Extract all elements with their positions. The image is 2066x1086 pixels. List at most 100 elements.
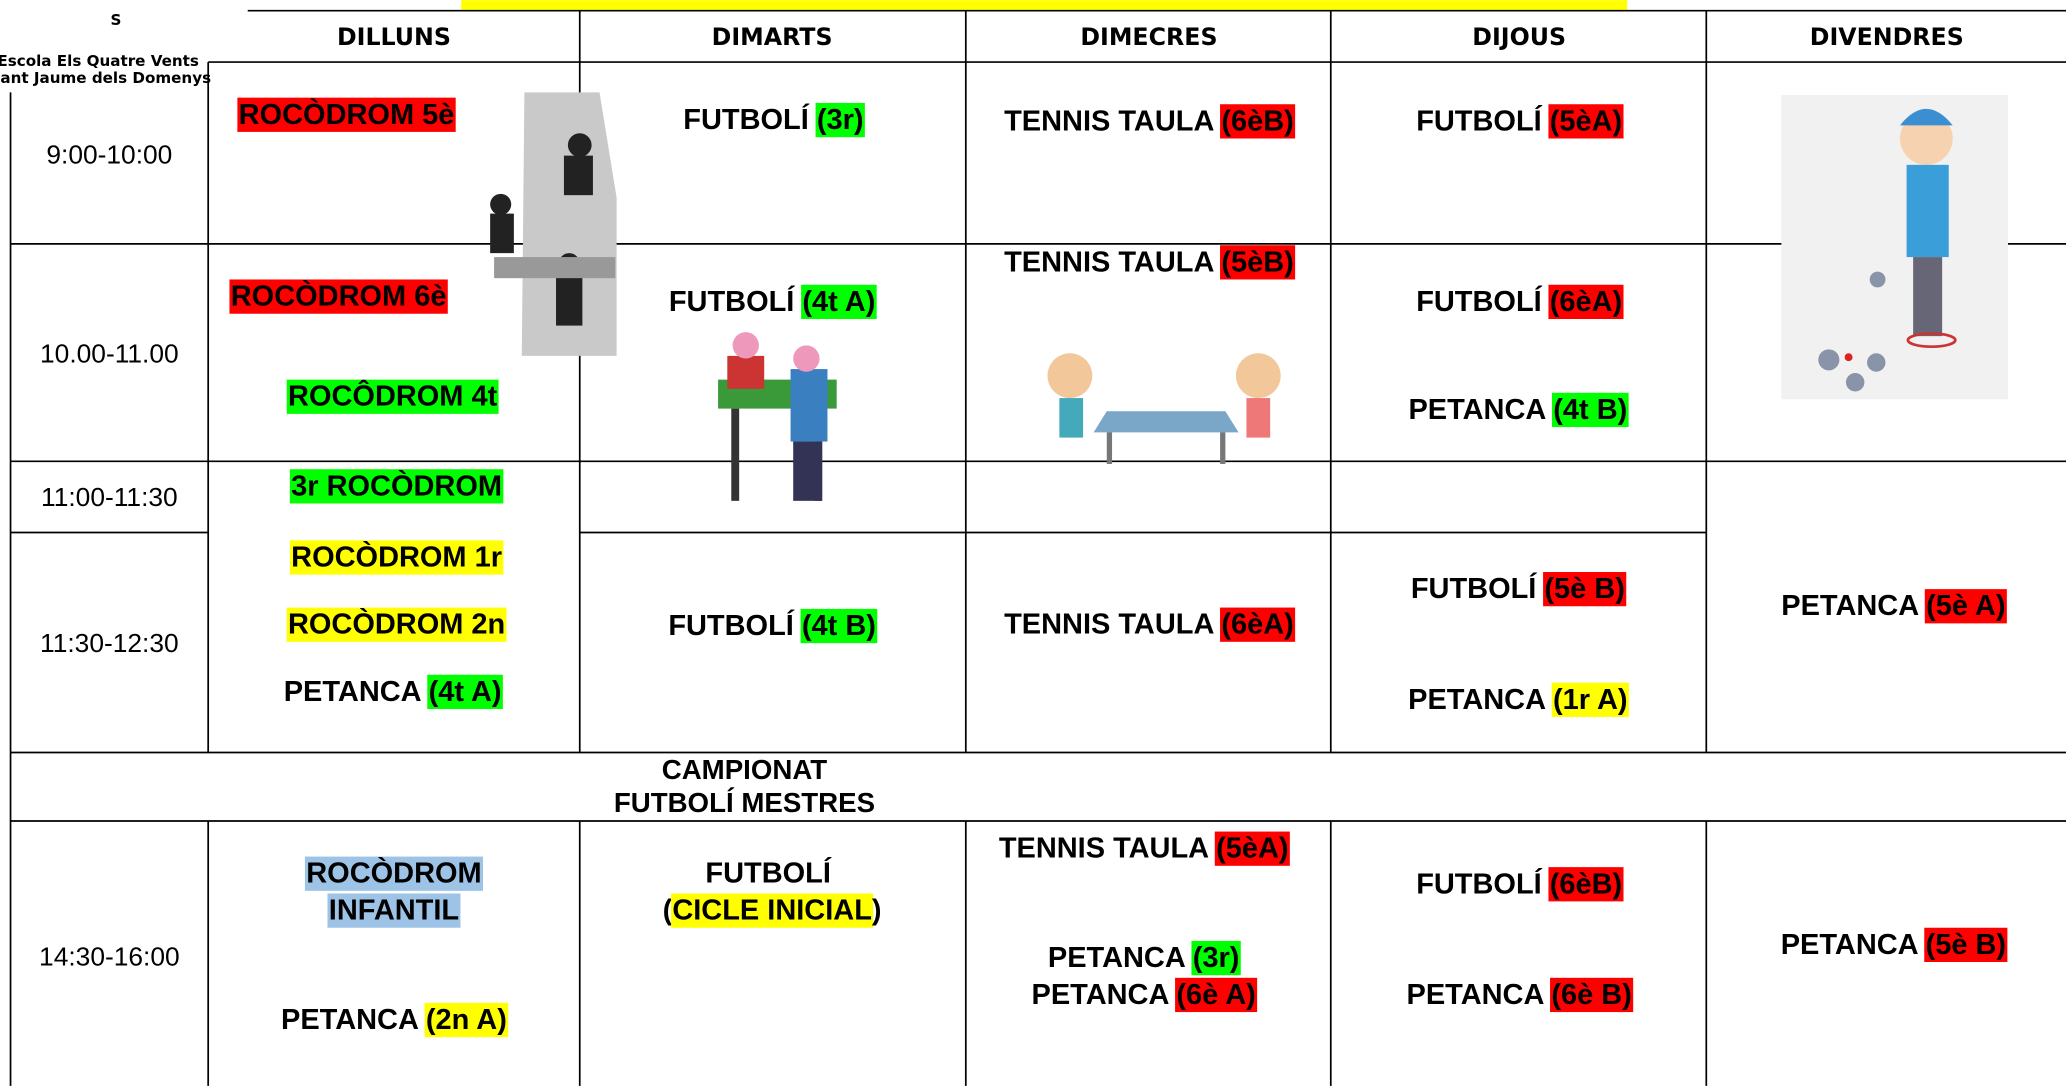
activity-text: FUTBOLÍ bbox=[1411, 571, 1545, 605]
highlight bbox=[801, 284, 877, 320]
foosball-image bbox=[718, 332, 837, 501]
time-slot: 11:30-12:30 bbox=[40, 628, 179, 658]
activity-text: (4t B) bbox=[802, 610, 876, 642]
activity: TENNIS TAULA (6èB) bbox=[1004, 104, 1296, 139]
title-bar bbox=[461, 0, 1628, 11]
highlight bbox=[424, 1002, 509, 1038]
activity: ROCÒDROM bbox=[304, 856, 483, 891]
activity: PETANCA (2n A) bbox=[281, 1002, 509, 1038]
highlight bbox=[1924, 589, 2007, 624]
activity: PETANCA (5è B) bbox=[1781, 927, 2008, 962]
table-tennis-image bbox=[1047, 353, 1281, 464]
activity-text: PETANCA bbox=[284, 676, 429, 708]
petanca-image bbox=[1781, 95, 2009, 400]
activity-text: PETANCA bbox=[1781, 929, 1926, 961]
activity: PETANCA (6è A) bbox=[1032, 977, 1258, 1013]
activity: PETANCA (4t A) bbox=[284, 674, 503, 710]
activity-text: 3r ROCÒDROM bbox=[291, 468, 502, 502]
activity-text: PETANCA bbox=[1048, 942, 1193, 974]
activity-text: (5èA) bbox=[1550, 105, 1622, 137]
day-header: DILLUNS bbox=[337, 23, 451, 51]
activity-text: (6èB) bbox=[1221, 105, 1293, 137]
highlight bbox=[1220, 607, 1296, 642]
activity: ROCÒDROM 6è bbox=[229, 279, 448, 314]
highlight bbox=[289, 540, 504, 575]
highlight bbox=[1543, 571, 1627, 607]
highlight bbox=[289, 469, 504, 504]
activity-text: (5èB) bbox=[1221, 246, 1293, 278]
highlight bbox=[1551, 392, 1629, 428]
highlight bbox=[286, 607, 507, 642]
activity: ROCÔDROM 4t bbox=[286, 379, 499, 414]
activity: FUTBOLÍ (5è B) bbox=[1411, 571, 1627, 607]
logo-letter: S bbox=[110, 11, 121, 29]
activity: PETANCA (6è B) bbox=[1407, 977, 1634, 1013]
highlight bbox=[304, 856, 483, 891]
activity-text: ( bbox=[663, 895, 673, 927]
time-slot: 14:30-16:00 bbox=[39, 942, 180, 972]
school-name: Escola Els Quatre Vents bbox=[0, 52, 199, 70]
activity: TENNIS TAULA (5èB) bbox=[1004, 245, 1296, 280]
activity: PETANCA (3r) bbox=[1048, 940, 1241, 976]
activity-text: PETANCA bbox=[1407, 979, 1552, 1011]
highlight bbox=[229, 279, 448, 314]
activity-text: PETANCA bbox=[281, 1004, 426, 1036]
highlight bbox=[1175, 977, 1258, 1013]
time-slot: 9:00-10:00 bbox=[46, 139, 172, 169]
highlight bbox=[1550, 977, 1634, 1013]
activity: FUTBOLÍ (3r) bbox=[683, 102, 865, 138]
activity: PETANCA (4t B) bbox=[1408, 392, 1629, 428]
activity-text: TENNIS TAULA bbox=[1004, 246, 1221, 278]
activity-text: (6èB) bbox=[1550, 868, 1622, 900]
activity-text: FUTBOLÍ bbox=[1416, 866, 1550, 900]
day-header: DIMECRES bbox=[1080, 23, 1217, 51]
activity-text: (4t B) bbox=[1553, 394, 1627, 426]
activity-text: CICLE INICIAL bbox=[672, 895, 872, 927]
highlight bbox=[286, 379, 499, 414]
highlight bbox=[671, 893, 874, 928]
activity-text: FUTBOLÍ bbox=[1416, 103, 1550, 137]
activity: FUTBOLÍ (6èA) bbox=[1416, 284, 1624, 320]
banner-text: CAMPIONAT bbox=[662, 754, 828, 785]
highlight bbox=[1220, 245, 1296, 280]
activity: PETANCA (5è A) bbox=[1781, 589, 2007, 624]
school-town: Sant Jaume dels Domenys bbox=[0, 69, 211, 87]
activity-text: (6è B) bbox=[1551, 979, 1632, 1011]
highlight bbox=[237, 97, 456, 132]
activity-text: (3r) bbox=[817, 104, 864, 136]
activity-text: (4t A) bbox=[429, 676, 502, 708]
activity: INFANTIL bbox=[327, 893, 461, 928]
activity: FUTBOLÍ (4t A) bbox=[669, 284, 877, 320]
highlight bbox=[1548, 104, 1624, 139]
activity-text: FUTBOLÍ bbox=[705, 856, 831, 890]
activity: FUTBOLÍ (4t B) bbox=[668, 608, 878, 644]
time-slot: 10.00-11.00 bbox=[40, 338, 179, 368]
activity-text: (4t A) bbox=[802, 286, 875, 318]
highlight bbox=[815, 102, 865, 138]
day-header: DIVENDRES bbox=[1810, 23, 1964, 51]
day-header: DIJOUS bbox=[1472, 23, 1566, 51]
activity: ROCÒDROM 1r bbox=[289, 539, 504, 575]
highlight bbox=[1924, 927, 2008, 962]
highlight bbox=[1548, 867, 1624, 902]
activity: ROCÒDROM 5è bbox=[237, 97, 456, 132]
activity-text: TENNIS TAULA bbox=[1004, 609, 1221, 641]
activity: FUTBOLÍ (5èA) bbox=[1416, 103, 1624, 139]
highlight bbox=[427, 674, 503, 710]
activity: PETANCA (1r A) bbox=[1408, 682, 1629, 717]
activity-text: FUTBOLÍ bbox=[1416, 284, 1550, 318]
highlight bbox=[1214, 831, 1290, 866]
activity-text: TENNIS TAULA bbox=[1004, 105, 1221, 137]
activity: ROCÒDROM 2n bbox=[286, 607, 507, 642]
activity-text: (6è A) bbox=[1176, 979, 1255, 1011]
activity-text: ROCÔDROM 4t bbox=[288, 379, 498, 413]
highlight bbox=[327, 893, 461, 928]
activity: TENNIS TAULA (6èA) bbox=[1004, 607, 1296, 642]
activity-text: ROCÒDROM bbox=[306, 856, 481, 890]
activity-text: FUTBOLÍ bbox=[669, 284, 803, 318]
activity-text: (3r) bbox=[1193, 942, 1240, 974]
time-slot: 11:00-11:30 bbox=[41, 482, 178, 512]
activity: (CICLE INICIAL) bbox=[663, 893, 882, 928]
activity-text: ROCÒDROM 5è bbox=[239, 97, 455, 131]
